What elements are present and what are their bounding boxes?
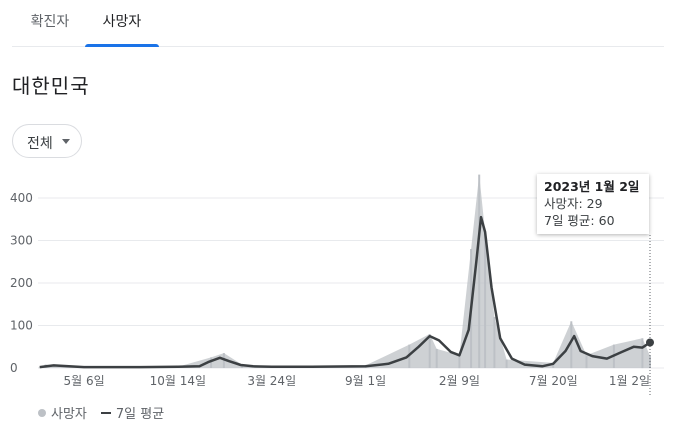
tooltip-date: 2023년 1월 2일 [544,179,640,194]
x-tick-label: 1월 2일 [609,374,650,388]
deaths-bar [428,334,431,368]
deaths-bar [552,362,555,368]
y-tick-label: 100 [10,319,33,333]
y-tick-label: 400 [10,191,33,205]
chart-legend: 사망자 7일 평균 [38,403,164,422]
tooltip-deaths: 사망자: 29 [544,196,603,211]
y-tick-label: 0 [10,361,18,375]
scope-label: 전체 [27,136,53,152]
deaths-bar [435,348,438,368]
deaths-bar [478,174,481,368]
tab-bar: 확진자 사망자 [12,0,664,47]
deaths-bar [585,355,588,369]
x-tick-label: 10월 14일 [150,374,206,388]
scope-dropdown[interactable]: 전체 [12,124,82,158]
y-tick-label: 300 [10,234,33,248]
line-legend-swatch [100,412,111,414]
tab-confirmed[interactable]: 확진자 [30,14,70,30]
legend-average: 7일 평균 [115,407,165,422]
hover-point [646,338,654,347]
deaths-bar [458,355,461,369]
deaths-bar [493,317,496,368]
tab-deaths[interactable]: 사망자 [85,0,159,47]
deaths-bar [570,321,573,369]
chart-tooltip: 2023년 1월 2일 사망자: 29 7일 평균: 60 [537,174,649,234]
legend-deaths: 사망자 [51,407,87,422]
bar-legend-swatch [38,409,46,417]
deaths-bar [484,232,487,368]
deaths-bar [210,357,213,368]
deaths-bar [641,338,644,369]
region-title: 대한민국 [12,74,90,98]
tooltip-average: 7일 평균: 60 [544,213,615,228]
average-line [39,215,651,369]
x-tick-label: 7월 20일 [529,374,578,388]
x-tick-label: 3월 24일 [247,374,296,388]
x-tick-label: 5월 6일 [63,374,104,388]
x-tick-label: 2월 9일 [439,374,480,388]
y-tick-label: 200 [10,276,33,290]
x-tick-label: 9월 1일 [345,374,386,388]
deaths-bar [505,359,508,368]
chevron-down-icon [62,139,70,144]
